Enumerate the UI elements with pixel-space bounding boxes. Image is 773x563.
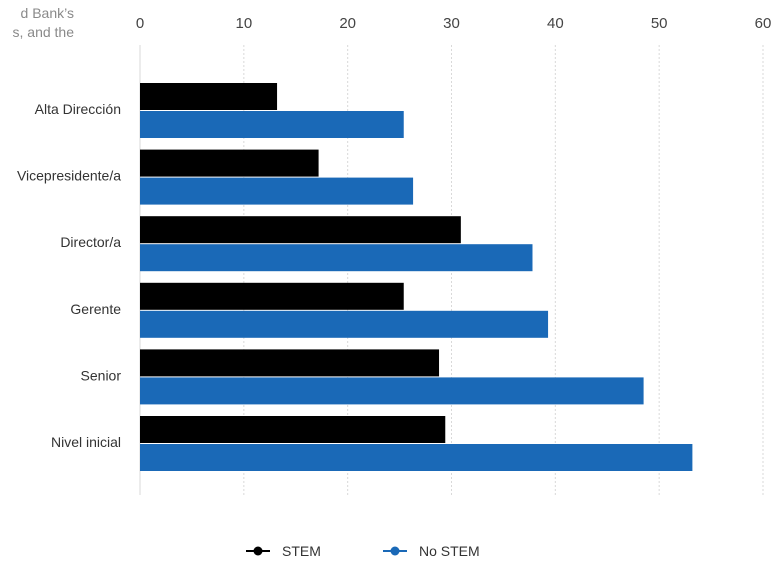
- note-line-1: d Bank’s: [20, 5, 74, 21]
- bar-stem: [140, 83, 278, 110]
- bar-stem: [140, 416, 446, 443]
- x-axis-ticks: 0 10 20 30 40 50 60: [136, 15, 772, 32]
- x-tick-label: 30: [443, 15, 460, 32]
- legend: STEM No STEM: [0, 543, 773, 563]
- category-label: Senior: [81, 367, 122, 383]
- legend-marker-no-stem: [383, 546, 407, 556]
- category-label: Alta Dirección: [35, 101, 121, 117]
- x-tick-label: 40: [547, 15, 564, 32]
- bar-no-stem: [140, 177, 414, 205]
- truncated-note-text: d Bank’s s, and the: [0, 4, 75, 42]
- bar-stem: [140, 349, 440, 377]
- category-label: Vicepresidente/a: [17, 168, 121, 184]
- bar-no-stem: [140, 244, 533, 272]
- bars: [140, 83, 693, 471]
- x-tick-label: 10: [235, 15, 252, 32]
- bar-stem: [140, 149, 319, 177]
- legend-label-stem: STEM: [282, 543, 321, 559]
- bar-stem: [140, 282, 404, 310]
- note-line-2: s, and the: [12, 24, 75, 40]
- legend-item-stem: STEM: [246, 543, 321, 559]
- category-label: Nivel inicial: [51, 434, 121, 450]
- category-label: Director/a: [60, 234, 121, 250]
- x-tick-label: 60: [755, 15, 772, 32]
- legend-label-no-stem: No STEM: [419, 543, 480, 559]
- x-tick-label: 20: [339, 15, 356, 32]
- bar-stem: [140, 216, 461, 244]
- category-label: Gerente: [70, 301, 121, 317]
- category-labels: Alta Dirección Vicepresidente/a Director/a…: [17, 101, 121, 450]
- x-tick-label: 50: [651, 15, 668, 32]
- legend-marker-stem: [246, 546, 270, 556]
- bar-no-stem: [140, 377, 644, 405]
- bar-no-stem: [140, 444, 693, 471]
- x-tick-label: 0: [136, 15, 144, 32]
- bar-no-stem: [140, 111, 404, 138]
- bar-no-stem: [140, 310, 549, 338]
- legend-item-no-stem: No STEM: [383, 543, 480, 559]
